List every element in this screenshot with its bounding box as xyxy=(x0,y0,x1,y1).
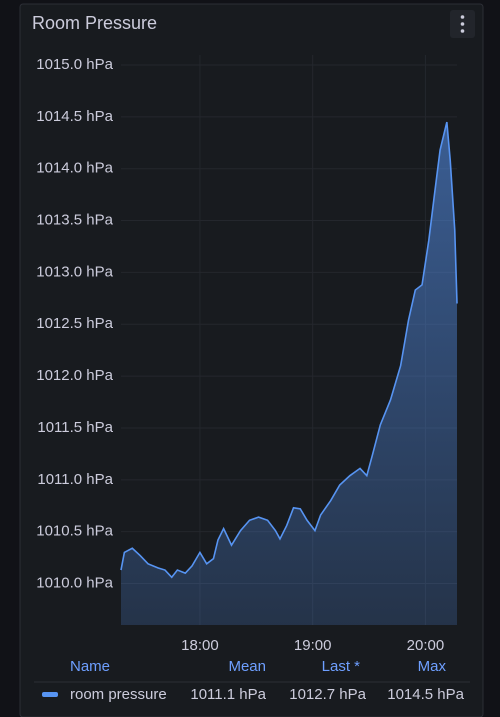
y-tick-label: 1013.5 hPa xyxy=(36,212,113,229)
legend-header[interactable]: Name xyxy=(70,658,110,675)
y-tick-label: 1010.0 hPa xyxy=(36,574,113,591)
x-tick-label: 20:00 xyxy=(407,637,445,654)
y-tick-label: 1010.5 hPa xyxy=(36,523,113,540)
y-tick-label: 1012.5 hPa xyxy=(36,315,113,332)
y-tick-label: 1011.5 hPa xyxy=(37,419,113,436)
chart-title: Room Pressure xyxy=(32,13,157,33)
x-tick-label: 18:00 xyxy=(181,637,219,654)
x-tick-label: 19:00 xyxy=(294,637,332,654)
y-tick-label: 1014.0 hPa xyxy=(36,160,113,177)
legend-entry: room pressure xyxy=(70,686,167,703)
legend-header[interactable]: Max xyxy=(418,658,447,675)
legend-stat: 1012.7 hPa xyxy=(289,686,366,703)
y-tick-label: 1014.5 hPa xyxy=(36,108,113,125)
y-tick-label: 1012.0 hPa xyxy=(36,367,113,384)
legend-header[interactable]: Last * xyxy=(322,658,361,675)
legend-stat: 1011.1 hPa xyxy=(190,686,266,703)
legend-swatch xyxy=(42,692,58,697)
legend-stat: 1014.5 hPa xyxy=(387,686,464,703)
line xyxy=(120,121,458,579)
menu-button[interactable] xyxy=(450,10,475,38)
area xyxy=(121,122,457,625)
y-tick-label: 1015.0 hPa xyxy=(36,56,113,73)
legend-header[interactable]: Mean xyxy=(228,658,266,675)
y-tick-label: 1011.0 hPa xyxy=(37,471,113,488)
y-tick-label: 1013.0 hPa xyxy=(36,263,113,280)
